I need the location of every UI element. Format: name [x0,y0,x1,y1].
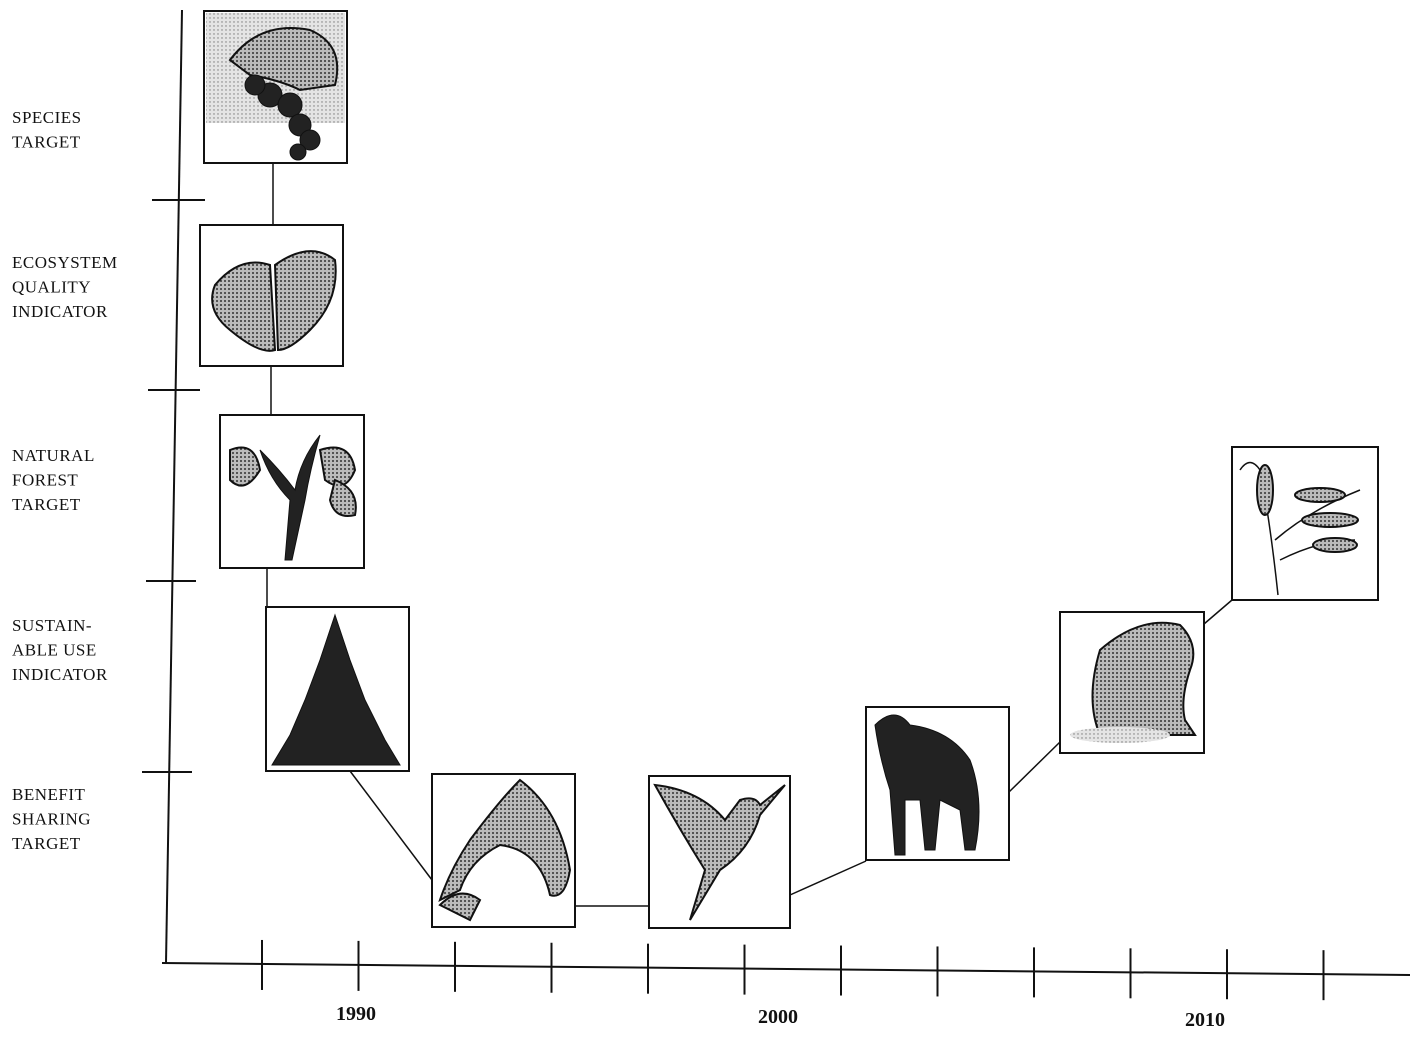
row-label: SPECIES [12,108,82,127]
butterfly-box [200,225,343,366]
row-label: ABLE USE [12,641,97,660]
iris-box [220,415,364,568]
grapes-box [204,11,347,163]
row-label: ECOSYSTEM [12,253,118,272]
dolphin-box [432,774,575,927]
horizontal-axis [162,963,1410,975]
body: SPECIES TARGET ECOSYSTEM QUALITY INDICATOR NA… [0,0,1413,1053]
row-label: FOREST [12,471,78,490]
diagram: SPECIES TARGET ECOSYSTEM QUALITY INDICATOR NA… [0,0,1413,1053]
year-labels: 1990 2000 2010 [336,1003,1225,1031]
row-label: NATURAL [12,446,95,465]
row-label: SUSTAIN- [12,616,92,635]
vertical-axis [166,10,182,963]
tree-box [266,607,409,771]
year-label: 2000 [758,1006,798,1028]
row-label: INDICATOR [12,302,108,321]
row-label: BENEFIT [12,785,86,804]
row-label: INDICATOR [12,665,108,684]
row-label: QUALITY [12,278,91,297]
frog-box [1060,612,1204,753]
row-label: TARGET [12,495,81,514]
page: {"rows": [["SPECIES", "TARGET"], ["ECOSY… [0,0,1413,1053]
year-ticks [262,940,1324,1000]
year-label: 2010 [1185,1009,1225,1031]
row-label: TARGET [12,133,81,152]
chimp-box [866,707,1009,860]
row-label: SHARING [12,810,91,829]
row-labels: SPECIES TARGET ECOSYSTEM QUALITY INDICATOR NA… [12,108,118,853]
hummingbird-box [649,776,790,928]
plant-box [1232,447,1378,600]
row-label: TARGET [12,834,81,853]
year-label: 1990 [336,1003,376,1025]
